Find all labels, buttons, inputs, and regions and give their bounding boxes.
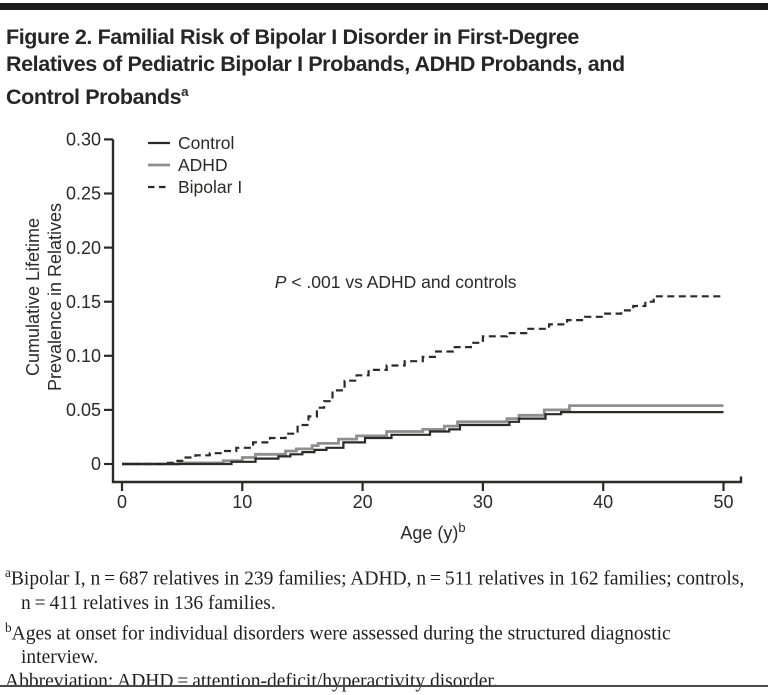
y-tick-label: 0.30 <box>66 130 101 150</box>
y-tick-label: 0.05 <box>66 400 101 420</box>
footnote-b-text: Ages at onset for individual disorders w… <box>11 623 671 668</box>
series-adhd <box>122 404 724 466</box>
footnote-a-text: Bipolar I, n = 687 relatives in 239 fami… <box>10 568 745 614</box>
y-tick-label: 0.20 <box>66 238 101 258</box>
axes <box>111 139 743 484</box>
footnote-a-superscript: a <box>5 565 11 580</box>
figure-bottom-rule <box>0 685 768 687</box>
footnote-abbreviation: Abbreviation: ADHD = attention-deficit/h… <box>5 670 747 694</box>
y-tick-label: 0.10 <box>66 346 101 366</box>
footnote-a: aBipolar I, n = 687 relatives in 239 fam… <box>5 561 747 616</box>
series-control <box>122 411 724 466</box>
x-tick-label: 0 <box>117 492 127 512</box>
figure-title: Figure 2. Familial Risk of Bipolar I Dis… <box>6 24 762 111</box>
figure-footnotes: aBipolar I, n = 687 relatives in 239 fam… <box>5 561 747 694</box>
legend-label: Bipolar I <box>178 177 242 197</box>
y-axis-label-line-1: Cumulative Lifetime <box>23 218 43 376</box>
figure-top-rule <box>0 3 768 10</box>
y-tick-label: 0.25 <box>66 184 101 204</box>
footnote-abbreviation-text: Abbreviation: ADHD = attention-deficit/h… <box>5 671 498 692</box>
x-tick-label: 10 <box>232 492 252 512</box>
x-axis-label: Age (y)b <box>400 520 465 543</box>
pvalue-annotation: P < .001 vs ADHD and controls <box>275 272 517 292</box>
series-bipolar-i <box>122 295 724 466</box>
x-tick-label: 30 <box>473 492 493 512</box>
figure-title-line-2: Relatives of Pediatric Bipolar I Proband… <box>6 52 625 76</box>
footnote-b: bAges at onset for individual disorders … <box>5 616 747 671</box>
footnote-b-superscript: b <box>5 619 12 635</box>
title-superscript-a: a <box>181 84 189 99</box>
x-tick-label: 40 <box>593 492 613 512</box>
y-tick-label: 0 <box>91 454 101 474</box>
y-tick-label: 0.15 <box>66 292 101 312</box>
risk-curve-chart: 0.30 0.25 0.20 0.15 0.10 0.05 00 10 20 30 40 50 Age … <box>23 130 743 543</box>
chart-area: 0.30 0.25 0.20 0.15 0.10 0.05 0 0 10 20 30 40 50 Age … <box>0 110 768 558</box>
figure-title-line-3-text: Control Probands <box>6 85 182 110</box>
legend-label: ADHD <box>178 155 228 175</box>
x-tick-label: 20 <box>353 492 373 512</box>
legend-label: Control <box>178 133 234 153</box>
y-axis-label-line-2: Prevalence in Relatives <box>45 203 65 391</box>
figure-title-line-3: Control Probandsa <box>6 78 762 111</box>
x-tick-label: 50 <box>713 492 733 512</box>
figure-title-line-1: Figure 2. Familial Risk of Bipolar I Dis… <box>6 25 579 49</box>
